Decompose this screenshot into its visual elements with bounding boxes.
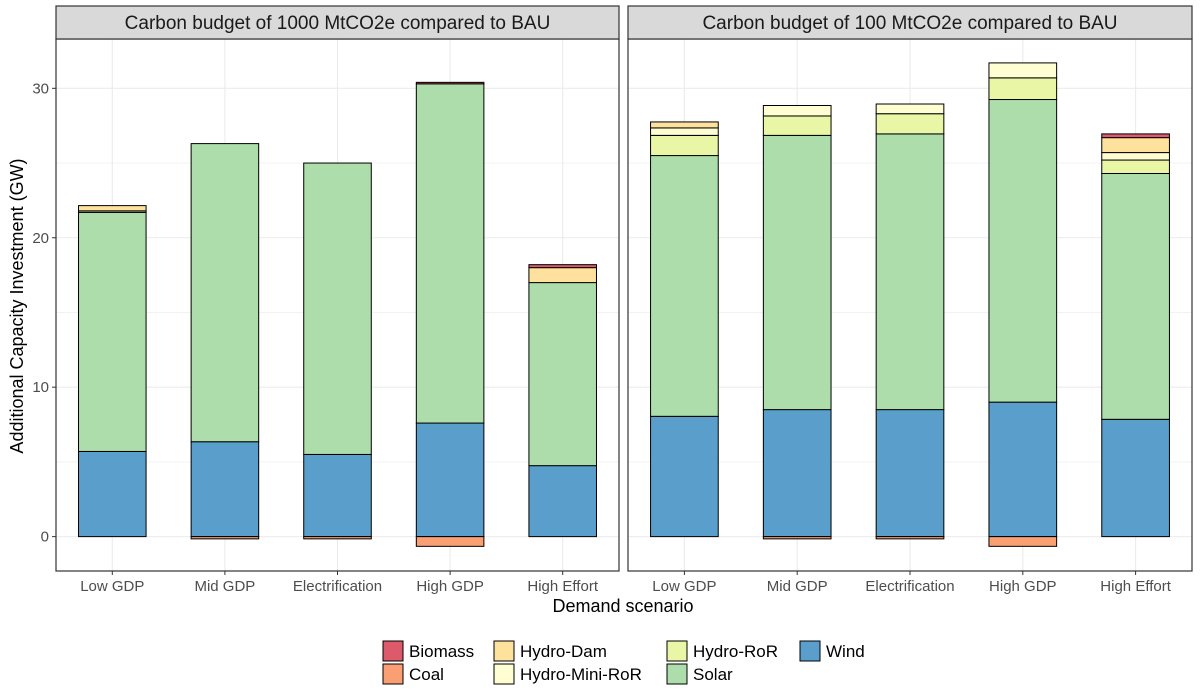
bar-segment-hydro-dam xyxy=(78,205,147,212)
legend-key xyxy=(382,663,404,685)
bar-segment-coal xyxy=(762,536,832,540)
panel-2: Carbon budget of 100 MtCO2e compared to … xyxy=(627,5,1193,595)
x-tick-label: High Effort xyxy=(1100,578,1171,595)
facet-strip xyxy=(627,5,1193,40)
bar-segment-solar xyxy=(762,134,832,411)
bar-segment-wind xyxy=(762,409,832,538)
legend-key xyxy=(493,640,515,662)
x-axis-title: Demand scenario xyxy=(552,596,693,616)
bar-segment-hydro-ror xyxy=(988,77,1058,101)
bar-segment-wind xyxy=(78,450,147,538)
bar-segment-solar xyxy=(650,155,719,417)
y-tick-label: 20 xyxy=(32,230,49,247)
bar-segment-hydro-mini-ror xyxy=(1101,152,1170,161)
bar-segment-solar xyxy=(190,143,260,443)
bar-segment-solar xyxy=(875,133,945,411)
legend-item-biomass: Biomass xyxy=(382,640,474,662)
bar-segment-hydro-mini-ror xyxy=(875,103,945,115)
legend-item-coal: Coal xyxy=(382,663,444,685)
bar-segment-coal xyxy=(875,536,945,540)
legend-item-solar: Solar xyxy=(666,663,733,685)
legend-label: Hydro-Dam xyxy=(520,642,607,661)
x-tick-label: Electrification xyxy=(865,578,954,595)
x-tick-label: High Effort xyxy=(527,578,598,595)
y-tick-label: 0 xyxy=(41,529,49,546)
bar-segment-coal xyxy=(303,536,372,540)
bar-segment-solar xyxy=(78,211,147,452)
bar-segment-coal xyxy=(415,536,485,547)
x-tick-label: Mid GDP xyxy=(194,578,255,595)
bar-segment-wind xyxy=(650,415,719,538)
bar-segment-biomass xyxy=(1101,133,1170,139)
legend-label: Hydro-RoR xyxy=(693,642,778,661)
x-tick-label: Low GDP xyxy=(80,578,144,595)
bar-segment-coal xyxy=(988,536,1058,547)
bar-segment-hydro-dam xyxy=(650,121,719,129)
legend-item-hydro-mini-ror: Hydro-Mini-RoR xyxy=(493,663,642,685)
legend-key xyxy=(493,663,515,685)
bar-segment-solar xyxy=(528,282,597,467)
legend-key xyxy=(382,640,404,662)
legend-label: Wind xyxy=(826,642,865,661)
legend-item-hydro-dam: Hydro-Dam xyxy=(493,640,607,662)
bar-segment-biomass xyxy=(528,264,597,269)
bar-segment-hydro-mini-ror xyxy=(650,127,719,136)
x-tick-label: High GDP xyxy=(416,578,484,595)
bar-segment-wind xyxy=(875,409,945,538)
bar-segment-hydro-mini-ror xyxy=(762,105,832,117)
x-tick-label: Mid GDP xyxy=(767,578,828,595)
legend-key xyxy=(666,640,688,662)
legend-item-wind: Wind xyxy=(799,640,865,662)
bar-segment-wind xyxy=(528,465,597,538)
bar-segment-hydro-ror xyxy=(762,115,832,136)
y-tick-label: 10 xyxy=(32,379,49,396)
facet-title: Carbon budget of 1000 MtCO2e compared to… xyxy=(125,13,551,34)
bar-segment-hydro-mini-ror xyxy=(988,62,1058,79)
bar-segment-solar xyxy=(1101,172,1170,420)
bar-segment-wind xyxy=(415,422,485,538)
bar-segment-biomass xyxy=(415,81,485,85)
legend-key xyxy=(799,640,821,662)
facet-title: Carbon budget of 100 MtCO2e compared to … xyxy=(702,13,1117,34)
panel-1: Carbon budget of 1000 MtCO2e compared to… xyxy=(32,5,620,595)
legend-item-hydro-ror: Hydro-RoR xyxy=(666,640,778,662)
bar-segment-hydro-dam xyxy=(1101,137,1170,154)
legend-key xyxy=(666,663,688,685)
bar-segment-wind xyxy=(988,401,1058,538)
bar-segment-hydro-ror xyxy=(875,113,945,135)
legend-label: Biomass xyxy=(409,642,474,661)
bar-segment-hydro-ror xyxy=(650,134,719,157)
bar-segment-solar xyxy=(415,83,485,424)
bar-segment-wind xyxy=(1101,418,1170,538)
facet-strip xyxy=(55,5,620,40)
legend: Biomass Coal Hydro-Dam Hydro-Mini-RoR Hydro-… xyxy=(382,640,865,685)
bar-segment-coal xyxy=(190,536,260,540)
y-axis-title: Additional Capacity Investment (GW) xyxy=(7,158,27,453)
legend-label: Solar xyxy=(693,665,733,684)
bar-segment-hydro-ror xyxy=(1101,159,1170,174)
bar-segment-wind xyxy=(190,441,260,538)
bar-segment-solar xyxy=(303,162,372,455)
legend-label: Coal xyxy=(409,665,444,684)
bar-segment-wind xyxy=(303,453,372,538)
bar-segment-solar xyxy=(988,99,1058,403)
y-tick-label: 30 xyxy=(32,80,49,97)
legend-label: Hydro-Mini-RoR xyxy=(520,665,642,684)
x-tick-label: Low GDP xyxy=(652,578,716,595)
x-tick-label: High GDP xyxy=(989,578,1057,595)
x-tick-label: Electrification xyxy=(293,578,382,595)
bar-segment-hydro-dam xyxy=(528,267,597,284)
